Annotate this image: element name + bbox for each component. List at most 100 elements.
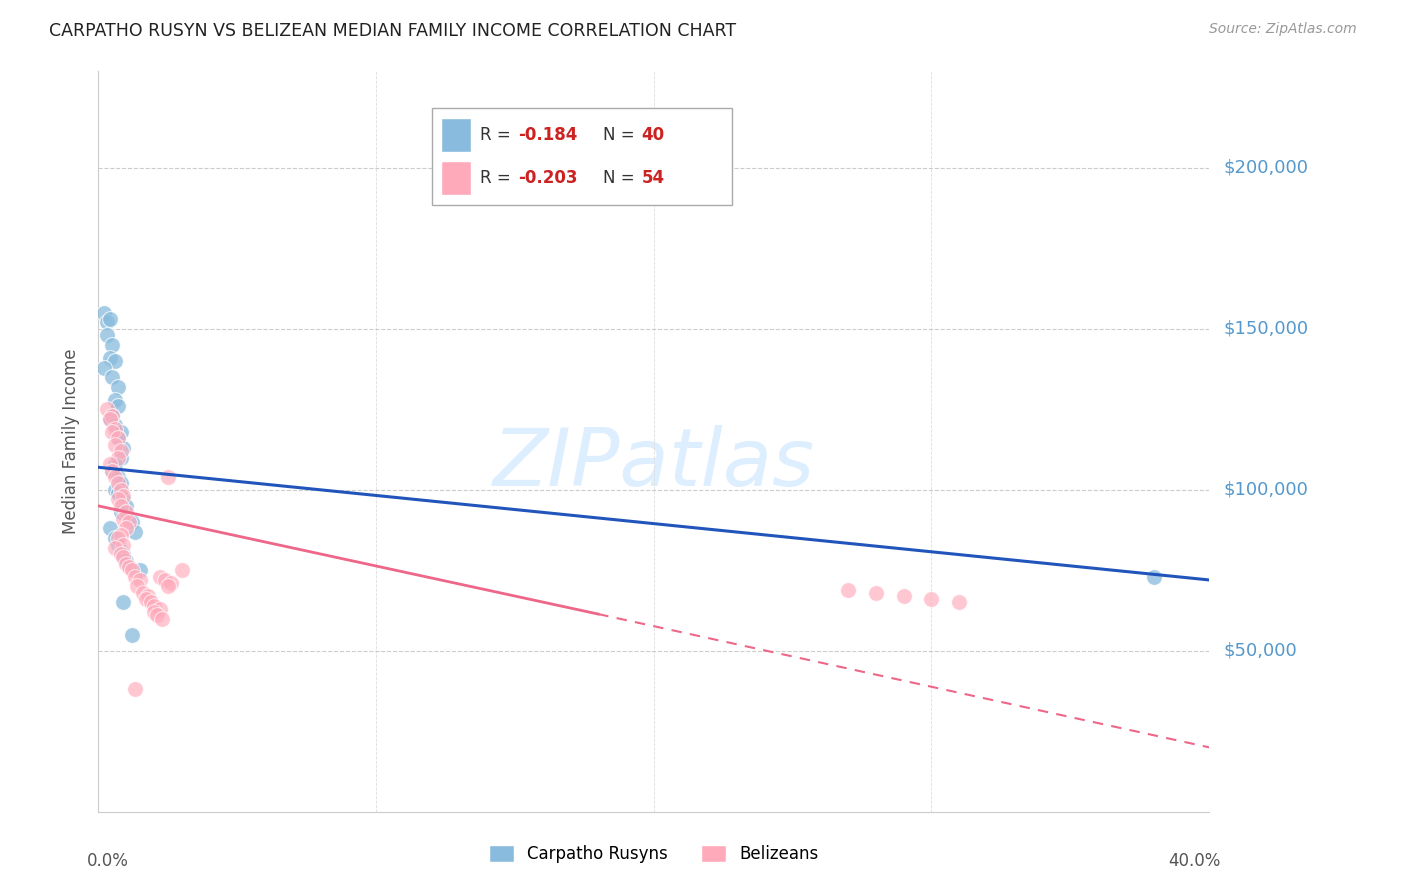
Point <box>138 589 160 603</box>
Point <box>124 570 146 584</box>
Point <box>156 579 179 593</box>
Point <box>145 608 167 623</box>
Text: $200,000: $200,000 <box>1223 159 1308 177</box>
Point <box>93 360 115 375</box>
Point <box>98 457 121 471</box>
Point <box>112 547 135 561</box>
Point <box>124 524 146 539</box>
Point <box>107 531 129 545</box>
Text: 40.0%: 40.0% <box>1168 853 1220 871</box>
Point <box>170 563 193 577</box>
Point <box>101 463 124 477</box>
Point <box>93 306 115 320</box>
Point <box>104 470 127 484</box>
Point <box>107 431 129 445</box>
Point <box>107 537 129 551</box>
Point <box>107 476 129 491</box>
Point <box>107 380 129 394</box>
Point <box>110 499 132 513</box>
Point <box>110 528 132 542</box>
Point <box>129 573 152 587</box>
Point <box>96 315 118 329</box>
Point <box>98 412 121 426</box>
Point <box>110 425 132 439</box>
Point <box>107 470 129 484</box>
Point <box>893 589 915 603</box>
Point <box>135 592 157 607</box>
Point <box>115 505 138 519</box>
Text: Source: ZipAtlas.com: Source: ZipAtlas.com <box>1209 22 1357 37</box>
Point <box>101 409 124 423</box>
Point <box>118 560 141 574</box>
Point <box>115 554 138 568</box>
Point <box>112 489 135 503</box>
Point <box>110 450 132 465</box>
Point <box>115 521 138 535</box>
Point <box>115 557 138 571</box>
Point <box>104 392 127 407</box>
Point <box>104 418 127 433</box>
Point <box>112 550 135 565</box>
Point <box>98 412 121 426</box>
Point <box>121 563 143 577</box>
Point <box>124 682 146 697</box>
Point <box>107 450 129 465</box>
Point <box>143 599 166 613</box>
Text: ZIPatlas: ZIPatlas <box>492 425 815 503</box>
Y-axis label: Median Family Income: Median Family Income <box>62 349 80 534</box>
Point <box>101 338 124 352</box>
Point <box>110 483 132 497</box>
Point <box>153 573 176 587</box>
Point <box>948 595 970 609</box>
Point <box>104 438 127 452</box>
Point <box>129 563 152 577</box>
Point <box>101 370 124 384</box>
Point <box>115 499 138 513</box>
Point <box>148 570 170 584</box>
Point <box>156 470 179 484</box>
Point <box>159 576 181 591</box>
Point <box>121 515 143 529</box>
Point <box>101 463 124 477</box>
Point <box>143 605 166 619</box>
Text: $150,000: $150,000 <box>1223 320 1308 338</box>
Point <box>141 595 163 609</box>
Text: CARPATHO RUSYN VS BELIZEAN MEDIAN FAMILY INCOME CORRELATION CHART: CARPATHO RUSYN VS BELIZEAN MEDIAN FAMILY… <box>49 22 737 40</box>
Point <box>112 595 135 609</box>
Point <box>121 628 143 642</box>
Text: $50,000: $50,000 <box>1223 641 1296 660</box>
Point <box>101 425 124 439</box>
Point <box>148 602 170 616</box>
Legend: Carpatho Rusyns, Belizeans: Carpatho Rusyns, Belizeans <box>482 838 825 870</box>
Point <box>107 486 129 500</box>
Point <box>104 457 127 471</box>
Point <box>118 515 141 529</box>
Point <box>98 351 121 365</box>
Point <box>112 512 135 526</box>
Point <box>104 483 127 497</box>
Point <box>920 592 942 607</box>
Point <box>112 441 135 455</box>
Point <box>110 547 132 561</box>
Point <box>132 586 155 600</box>
Point <box>107 399 129 413</box>
Point <box>104 541 127 555</box>
Point <box>837 582 859 597</box>
Point <box>1143 570 1166 584</box>
Point <box>150 611 173 625</box>
Point <box>865 586 887 600</box>
Point <box>110 505 132 519</box>
Point <box>98 521 121 535</box>
Point <box>104 531 127 545</box>
Point <box>107 431 129 445</box>
Point <box>104 354 127 368</box>
Point <box>112 537 135 551</box>
Point <box>104 422 127 436</box>
Text: $100,000: $100,000 <box>1223 481 1308 499</box>
Point <box>110 544 132 558</box>
Point <box>98 312 121 326</box>
Point <box>96 328 118 343</box>
Point <box>96 402 118 417</box>
Point <box>112 492 135 507</box>
Point <box>110 444 132 458</box>
